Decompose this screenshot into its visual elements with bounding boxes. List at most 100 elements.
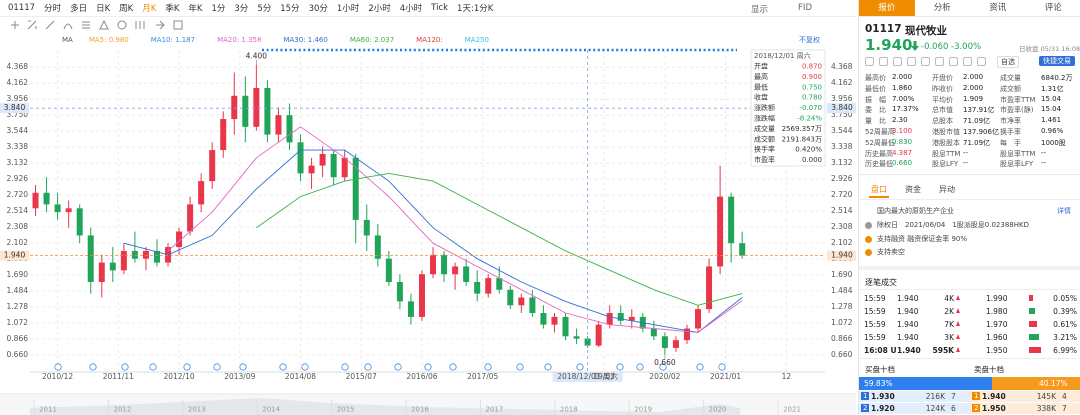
book-price: 1.930 — [871, 392, 895, 401]
icon[interactable] — [27, 20, 37, 30]
watch-button[interactable]: 自选 — [997, 56, 1019, 68]
sub-tab[interactable]: 盘口 — [871, 185, 887, 194]
tooltip-key: 涨跌幅 — [754, 114, 775, 123]
candle-body — [695, 309, 702, 329]
y-tick-label: 2.514 — [7, 206, 29, 215]
candle-body — [606, 313, 613, 325]
tool-icon[interactable] — [907, 57, 916, 66]
toolbar-button[interactable]: FID — [798, 3, 812, 13]
sub-tab[interactable]: 资金 — [905, 185, 921, 194]
event-marker — [394, 363, 402, 371]
icon[interactable] — [82, 21, 90, 29]
stat-label: 最低价 — [865, 84, 886, 93]
depth-price: 1.960 — [986, 333, 1008, 342]
book-orders: 4 — [1062, 392, 1067, 401]
period-tab[interactable]: 1分 — [211, 4, 226, 14]
period-tab[interactable]: 2小时 — [368, 4, 391, 14]
stat-value: 2.000 — [963, 73, 984, 81]
note: 支持卖空 — [877, 248, 905, 256]
stat-value: 0.96% — [1041, 127, 1064, 135]
navigator-label: 2020 — [709, 406, 727, 414]
x-tick-label: 2015/07 — [346, 372, 377, 381]
sub-tab[interactable]: 异动 — [939, 185, 955, 194]
period-tab[interactable]: 月K — [142, 4, 157, 14]
tooltip-box — [750, 49, 826, 167]
toolbar-button[interactable]: 显示 — [751, 5, 769, 15]
period-tab[interactable]: 季K — [165, 4, 180, 14]
icon[interactable] — [173, 20, 183, 30]
icon[interactable] — [11, 21, 19, 29]
period-tab[interactable]: Tick — [431, 3, 449, 13]
divider — [859, 289, 1080, 290]
period-tab[interactable]: 4小时 — [399, 4, 423, 14]
icon[interactable] — [117, 20, 127, 30]
navigator-label: 2018 — [560, 406, 578, 414]
icon[interactable] — [45, 20, 55, 30]
stat-value: 15.04 — [1041, 105, 1062, 114]
period-tab[interactable]: 1天:1分K — [457, 4, 494, 14]
price-tag-label: 1.940 — [4, 251, 26, 260]
tool-icon[interactable] — [893, 57, 902, 66]
y-tick-label: 2.926 — [7, 174, 29, 183]
candle-body — [65, 208, 72, 213]
stat-value: 7.00% — [892, 94, 915, 103]
period-tab[interactable]: 3分 — [234, 4, 249, 14]
trade-price: 1.940 — [897, 294, 919, 303]
tool-icon[interactable] — [879, 57, 888, 66]
period-tab[interactable]: 周K — [119, 4, 134, 14]
tool-icon[interactable] — [935, 57, 944, 66]
quote-tab[interactable]: 报价 — [859, 0, 915, 16]
profile-link[interactable]: 详情 — [1057, 207, 1071, 215]
trade-time: 15:59 — [864, 320, 886, 329]
quote-tab[interactable]: 分析 — [933, 3, 951, 13]
navigator-area — [30, 398, 740, 415]
book-row-bg — [859, 391, 970, 402]
event-marker — [636, 363, 644, 371]
quote-tab[interactable]: 评论 — [1044, 3, 1062, 13]
adjust-mode[interactable]: 不复权 — [799, 36, 820, 44]
period-tab[interactable]: 1小时 — [336, 4, 360, 14]
tool-icon[interactable] — [949, 57, 958, 66]
event-marker — [89, 363, 97, 371]
trade-button[interactable]: 快捷交易 — [1039, 56, 1075, 66]
tooltip-key: 最低 — [754, 82, 768, 91]
candle-body — [109, 262, 116, 271]
icon[interactable] — [156, 20, 165, 30]
book-orders: 7 — [1062, 404, 1067, 413]
quote-tab[interactable]: 资讯 — [989, 3, 1007, 13]
candle-body — [319, 153, 326, 166]
period-tab[interactable]: 多日 — [70, 4, 88, 14]
tooltip-key: 涨跌额 — [754, 103, 775, 112]
tool-icon[interactable] — [865, 57, 874, 66]
icon[interactable] — [135, 21, 145, 29]
event-marker — [696, 363, 704, 371]
event-marker — [449, 363, 457, 371]
event-marker — [616, 363, 624, 371]
tool-icon[interactable] — [921, 57, 930, 66]
navigator-label: 2016 — [411, 406, 429, 414]
candle-body — [198, 181, 205, 205]
price-change: -0.060 — [921, 42, 949, 52]
divider — [859, 174, 1080, 175]
y-tick-label: 3.750 — [7, 110, 29, 119]
tool-icon[interactable] — [963, 57, 972, 66]
icon[interactable] — [63, 23, 73, 30]
last-price: 1.940 — [865, 36, 913, 54]
divider — [859, 358, 1080, 359]
period-tab[interactable]: 分时 — [44, 4, 62, 14]
period-tab[interactable]: 30分 — [308, 4, 328, 14]
note-icon — [865, 235, 872, 243]
date-tag — [552, 372, 623, 382]
candle-body — [407, 301, 414, 317]
icon[interactable] — [99, 19, 109, 30]
period-tab[interactable]: 5分 — [257, 4, 272, 14]
period-tab[interactable]: 日K — [96, 4, 111, 14]
y-tick-label: 1.690 — [7, 270, 29, 279]
stat-label: 总市值 — [932, 106, 953, 115]
trade-time: 16:08 U — [864, 346, 897, 355]
period-tab[interactable]: 15分 — [280, 4, 300, 14]
tool-icon[interactable] — [977, 57, 986, 66]
stat-value: 71.09亿 — [963, 117, 991, 126]
annotation: 0.660 — [654, 358, 676, 367]
period-tab[interactable]: 年K — [188, 4, 203, 14]
